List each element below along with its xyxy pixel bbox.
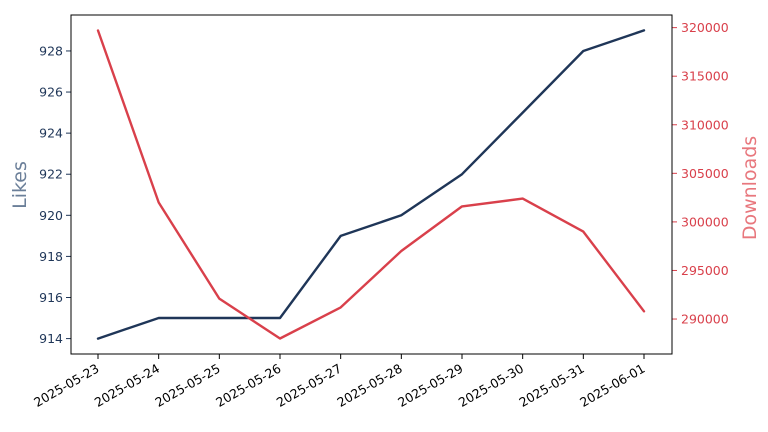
right-y-tick-label: 320000: [681, 20, 729, 35]
x-axis-ticks: 2025-05-232025-05-242025-05-252025-05-26…: [31, 354, 648, 410]
series-line-likes: [96, 29, 646, 340]
series-lines: [96, 29, 646, 340]
right-y-axis-ticks: 290000 295000 300000 305000 310000 315000 3200…: [672, 20, 729, 327]
left-y-tick-label: 916: [39, 290, 63, 305]
x-tick-label: 2025-05-28: [334, 361, 404, 410]
x-tick-label: 2025-05-26: [213, 361, 283, 410]
series-line-downloads: [96, 29, 646, 340]
left-y-tick-label: 918: [39, 249, 63, 264]
right-y-tick-label: 305000: [681, 166, 729, 181]
left-y-axis-label: Likes: [9, 161, 31, 209]
left-y-axis-ticks: 914 916 918 920 922 924 926 928: [39, 43, 71, 346]
x-tick-label: 2025-05-31: [516, 361, 586, 410]
left-y-tick-label: 924: [39, 126, 63, 141]
right-y-tick-label: 315000: [681, 69, 729, 84]
x-tick-label: 2025-05-30: [456, 361, 526, 410]
left-y-tick-label: 914: [39, 331, 63, 346]
left-y-tick-label: 922: [39, 167, 63, 182]
right-y-tick-label: 295000: [681, 263, 729, 278]
x-tick-label: 2025-05-23: [31, 361, 101, 410]
right-y-axis-label: Downloads: [739, 136, 761, 240]
left-y-tick-label: 928: [39, 43, 63, 58]
plot-frame: [70, 14, 673, 355]
x-tick-label: 2025-05-24: [92, 361, 162, 410]
right-y-tick-label: 300000: [681, 214, 729, 229]
x-tick-label: 2025-05-27: [274, 361, 344, 410]
right-y-tick-label: 290000: [681, 312, 729, 327]
x-tick-label: 2025-06-01: [577, 361, 647, 410]
left-y-tick-label: 920: [39, 208, 63, 223]
left-y-tick-label: 926: [39, 85, 63, 100]
right-y-tick-label: 310000: [681, 117, 729, 132]
x-tick-label: 2025-05-29: [395, 361, 465, 410]
x-tick-label: 2025-05-25: [152, 361, 222, 410]
